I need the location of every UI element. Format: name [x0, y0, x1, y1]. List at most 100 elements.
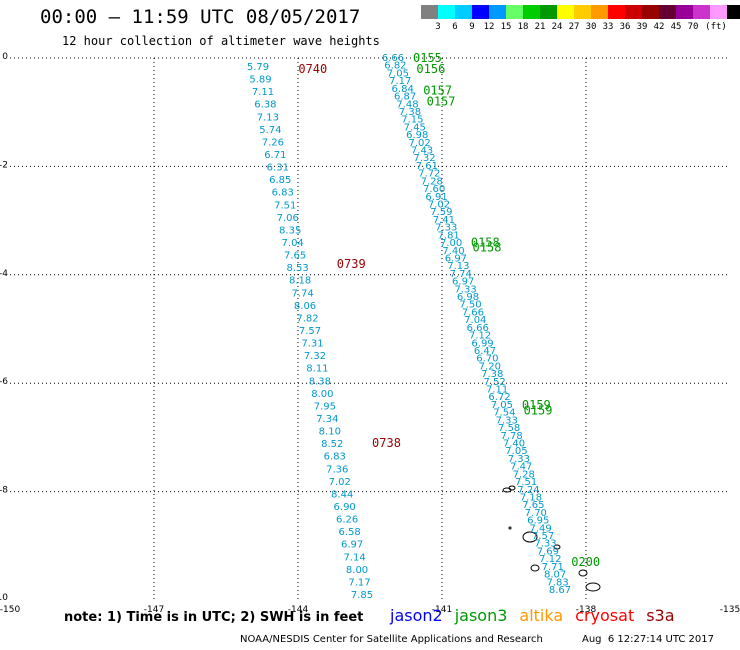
swh-value: 6.97 [445, 253, 467, 264]
color-swatch [489, 5, 506, 19]
color-swatch [625, 5, 642, 19]
swh-value: 7.82 [296, 313, 318, 324]
swh-value: 8.18 [289, 276, 311, 287]
swh-value: 7.24 [517, 485, 539, 496]
swh-value: 7.17 [389, 76, 411, 87]
swh-value: 6.72 [488, 392, 510, 403]
lat-tick-label: -4 [0, 269, 8, 279]
time-label: 0740 [298, 62, 327, 76]
island-shape [530, 564, 540, 572]
swh-value: 8.35 [279, 225, 301, 236]
swh-value: 7.12 [469, 331, 491, 342]
credit-line: NOAA/NESDIS Center for Satellite Applica… [240, 634, 543, 645]
swh-value: 7.83 [546, 577, 568, 588]
swh-value: 7.33 [534, 539, 556, 550]
lat-tick-label: -10 [0, 593, 8, 603]
swh-value: 7.65 [284, 251, 306, 262]
color-scale-label: 6 [452, 22, 458, 32]
swh-value: 7.02 [408, 138, 430, 149]
swh-value: 8.11 [306, 364, 328, 375]
color-swatch [591, 5, 608, 19]
swh-value: 6.90 [334, 502, 356, 513]
swh-value: 7.28 [513, 469, 535, 480]
island-shape [553, 544, 561, 550]
island-shape [522, 531, 538, 543]
swh-value: 6.26 [336, 515, 358, 526]
swh-value: 7.38 [399, 107, 421, 118]
swh-value: 7.00 [440, 238, 462, 249]
color-swatch [540, 5, 557, 19]
swh-value: 5.89 [249, 75, 271, 86]
swh-value: 7.40 [442, 246, 464, 257]
swh-value: 7.38 [481, 369, 503, 380]
lat-tick-label: -2 [0, 160, 8, 170]
swh-value: 6.38 [254, 100, 276, 111]
lon-tick-label: -135 [720, 605, 740, 615]
color-scale-label: (ft) [705, 22, 727, 32]
swh-value: 6.66 [382, 53, 404, 64]
island-shape [508, 526, 512, 530]
swh-value: 7.57 [299, 326, 321, 337]
color-scale-label: 18 [517, 22, 529, 32]
color-swatch [472, 5, 489, 19]
map-title: 00:00 – 11:59 UTC 08/05/2017 [40, 6, 361, 28]
color-scale-label: 30 [585, 22, 597, 32]
color-swatch [676, 5, 693, 19]
swh-value: 7.61 [416, 161, 438, 172]
time-label: 0156 [416, 62, 445, 76]
lat-tick-label: -6 [0, 377, 8, 387]
color-scale-label: 24 [551, 22, 563, 32]
swh-value: 6.83 [324, 452, 346, 463]
swh-value: 7.33 [496, 415, 518, 426]
swh-value: 5.79 [247, 62, 269, 73]
swh-value: 7.66 [462, 307, 484, 318]
swh-value: 8.00 [346, 565, 368, 576]
satellite-tracks: 5.795.897.116.387.135.747.266.716.316.85… [247, 51, 600, 601]
swh-value: 6.70 [476, 354, 498, 365]
swh-value: 6.83 [272, 188, 294, 199]
swh-value: 7.43 [411, 146, 433, 157]
swh-value: 6.58 [338, 527, 360, 538]
swh-value: 7.78 [500, 431, 522, 442]
swh-value: 7.47 [510, 462, 532, 473]
swh-value: 7.17 [348, 577, 370, 588]
swh-value: 6.85 [269, 175, 291, 186]
color-swatch [506, 5, 523, 19]
lon-tick-label: -147 [144, 605, 164, 615]
swh-value: 6.95 [527, 516, 549, 527]
swh-value: 7.58 [498, 423, 520, 434]
color-swatch [693, 5, 710, 19]
swh-value: 5.74 [259, 125, 281, 136]
lon-tick-label: -150 [0, 605, 20, 615]
swh-value: 6.97 [341, 540, 363, 551]
swh-value: 7.33 [454, 284, 476, 295]
swh-value: 7.85 [351, 590, 373, 601]
color-swatch [710, 5, 727, 19]
swh-value: 7.18 [520, 492, 542, 503]
swh-value: 8.53 [286, 263, 308, 274]
color-scale-label: 3 [435, 22, 441, 32]
swh-value: 8.06 [294, 301, 316, 312]
island-shape [578, 569, 588, 577]
color-swatch [659, 5, 676, 19]
swh-value: 7.12 [539, 554, 561, 565]
swh-value: 7.26 [262, 137, 284, 148]
swh-value: 7.32 [304, 351, 326, 362]
swh-value: 7.33 [508, 454, 530, 465]
time-label: 0157 [427, 94, 456, 108]
swh-value: 7.71 [542, 562, 564, 573]
color-swatch [608, 5, 625, 19]
swh-value: 8.44 [331, 489, 353, 500]
swh-value: 7.02 [428, 199, 450, 210]
swh-value: 8.67 [549, 585, 571, 596]
swh-value: 7.51 [515, 477, 537, 488]
legend-entry-s3a: s3a [646, 606, 675, 625]
color-scale-bar [421, 5, 740, 19]
swh-value: 6.98 [406, 130, 428, 141]
color-swatch [421, 5, 438, 19]
color-scale-label: 21 [534, 22, 546, 32]
swh-value: 7.05 [387, 68, 409, 79]
swh-value: 6.99 [471, 338, 493, 349]
time-label: 0158 [471, 235, 500, 249]
